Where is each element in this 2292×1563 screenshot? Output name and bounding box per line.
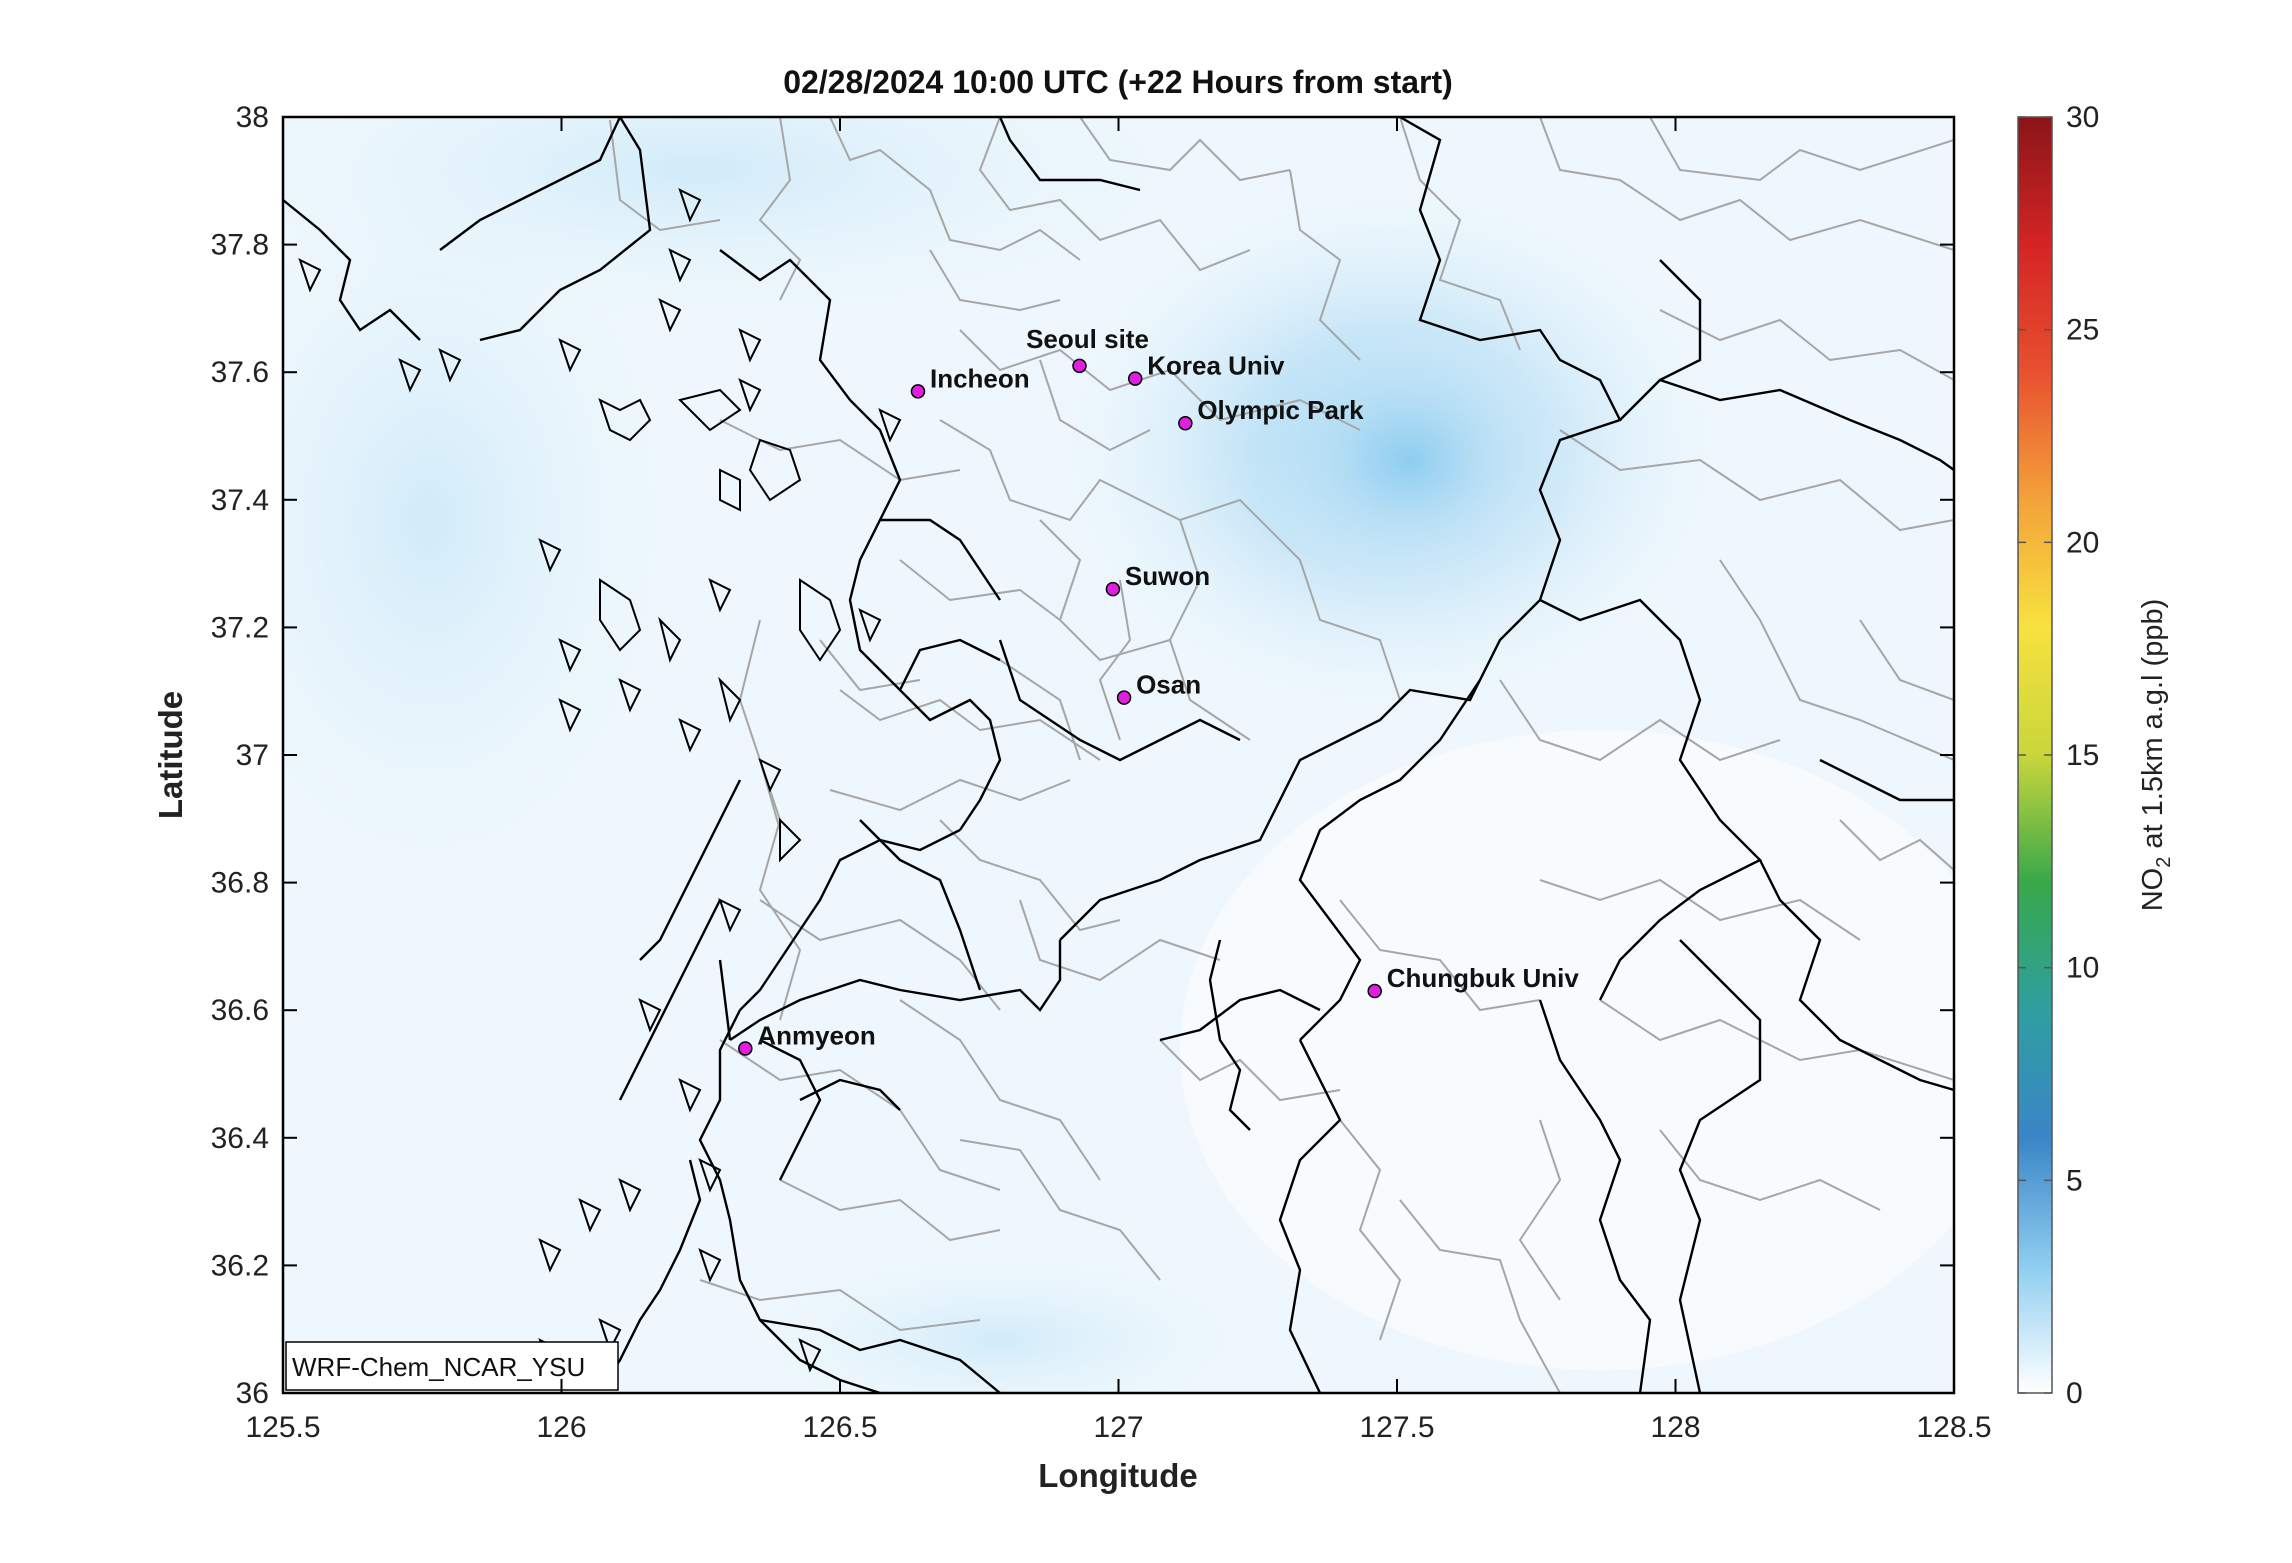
site-label: Korea Univ — [1147, 351, 1285, 381]
site-marker — [1116, 690, 1132, 705]
colorbar-tick-label: 25 — [2066, 314, 2099, 347]
x-tick-label: 127.5 — [1359, 1411, 1434, 1444]
colorbar-ticks: 0 5 10 15 20 25 30 — [2018, 101, 2099, 1410]
y-tick-label: 36.2 — [211, 1249, 269, 1282]
colorbar-tick-label: 15 — [2066, 739, 2099, 772]
y-axis-label: Latitude — [152, 691, 189, 819]
y-tick-label: 37.8 — [211, 229, 269, 262]
colorbar-label: NO2 at 1.5km a.g.l (ppb) — [2137, 599, 2175, 912]
site-marker — [1367, 983, 1382, 999]
y-tick-label: 36 — [236, 1377, 269, 1410]
colorbar-tick-label: 30 — [2066, 101, 2099, 134]
y-tick-label: 36.4 — [211, 1122, 269, 1155]
y-axis-ticks: 36 36.2 36.4 36.6 36.8 37 37.2 37.4 37.6 37.8 38 — [211, 101, 1954, 1410]
y-tick-label: 37.4 — [211, 484, 269, 517]
colorbar-label-subscript: 2 — [2153, 857, 2175, 868]
x-tick-label: 126 — [536, 1411, 586, 1444]
islands — [298, 188, 902, 1373]
x-tick-label: 126.5 — [802, 1411, 877, 1444]
site-marker — [1178, 415, 1193, 431]
site-label: Osan — [1136, 670, 1201, 700]
colorbar-label-suffix: at 1.5km a.g.l (ppb) — [2137, 599, 2169, 857]
colorbar-tick-label: 5 — [2066, 1164, 2083, 1197]
site-label: Chungbuk Univ — [1387, 963, 1580, 993]
model-label: WRF-Chem_NCAR_YSU — [292, 1352, 585, 1382]
y-tick-label: 37.2 — [211, 611, 269, 644]
site-marker — [1072, 358, 1087, 374]
x-tick-label: 127 — [1093, 1411, 1143, 1444]
admin-boundaries — [609, 117, 1954, 1393]
colorbar-label-prefix: NO — [2137, 868, 2169, 912]
no2-clean-southeast — [1180, 730, 1954, 1370]
y-tick-label: 36.6 — [211, 994, 269, 1027]
map-title: 02/28/2024 10:00 UTC (+22 Hours from sta… — [783, 64, 1453, 100]
no2-plume-east-core — [1260, 330, 1560, 590]
x-axis-label: Longitude — [1038, 1457, 1197, 1494]
model-label-box: WRF-Chem_NCAR_YSU — [285, 1341, 619, 1391]
colorbar-tick-label: 20 — [2066, 526, 2099, 559]
x-tick-label: 128.5 — [1916, 1411, 1991, 1444]
site-marker — [1105, 581, 1121, 597]
site-marker — [738, 1041, 753, 1056]
y-tick-label: 38 — [236, 101, 269, 134]
x-axis-ticks: 125.5 126 126.5 127 127.5 128 128.5 — [245, 117, 1992, 1444]
x-tick-label: 125.5 — [245, 1411, 320, 1444]
colorbar: 0 5 10 15 20 25 30 NO2 at 1.5km a.g.l (ppb) — [2017, 101, 2175, 1410]
site-label: Anmyeon — [757, 1020, 875, 1050]
y-tick-label: 37 — [236, 739, 269, 772]
colorbar-tick-label: 10 — [2066, 952, 2099, 985]
site-marker — [910, 384, 926, 399]
site-label: Incheon — [930, 363, 1030, 393]
site-label: Olympic Park — [1197, 395, 1364, 425]
province-boundaries — [283, 117, 1954, 1393]
no2-haze-west — [283, 140, 690, 900]
site-label: Suwon — [1125, 561, 1210, 591]
site-marker — [1127, 371, 1143, 386]
y-tick-label: 36.8 — [211, 867, 269, 900]
y-tick-label: 37.6 — [211, 356, 269, 389]
no2-haze-south — [740, 1250, 1260, 1393]
x-tick-label: 128 — [1650, 1411, 1700, 1444]
site-label: Seoul site — [1026, 324, 1149, 354]
colorbar-tick-label: 0 — [2066, 1377, 2083, 1410]
